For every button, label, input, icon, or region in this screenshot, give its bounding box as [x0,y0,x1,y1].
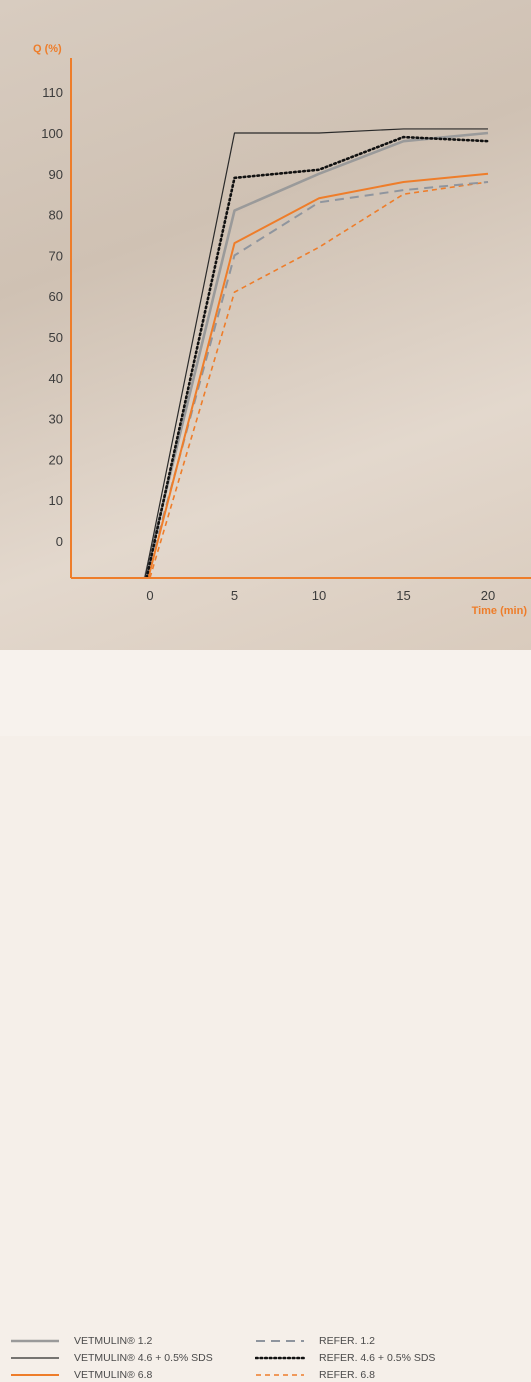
series-line [145,135,490,580]
line-chart: 0 10 20 30 40 50 60 70 80 90 100 110 0 5 10 15 20 Q (%)… [33,43,531,617]
legend-item: REFER. 1.2 [255,1334,375,1348]
legend-swatch-refer-1-2 [256,1340,304,1342]
y-tick-label: 60 [49,289,63,304]
legend-item: VETMULIN® 1.2 [10,1334,152,1348]
y-tick-label: 20 [49,452,63,467]
legend-swatch-vetmulin-6-8 [11,1374,59,1376]
legend-swatch-refer-4-6-sds [255,1356,305,1360]
y-tick-label: 40 [49,371,63,386]
legend-swatch-refer-6-8 [256,1374,304,1376]
y-tick-label: 10 [49,493,63,508]
y-tick-labels: 0 10 20 30 40 50 60 70 80 90 100 110 [41,85,63,549]
x-tick-label: 15 [396,588,410,603]
legend-item: REFER. 6.8 [255,1368,375,1382]
y-tick-label: 90 [49,167,63,182]
x-tick-label: 20 [481,588,495,603]
legend-swatch-vetmulin-4-6-sds [11,1357,59,1359]
series-lines [143,128,490,580]
legend-label: VETMULIN® 6.8 [74,1369,153,1381]
legend-label: VETMULIN® 4.6 + 0.5% SDS [74,1352,213,1364]
legend-label: REFER. 6.8 [319,1369,376,1381]
legend: VETMULIN® 1.2 VETMULIN® 4.6 + 0.5% SDS V… [0,650,531,1381]
x-tick-label: 0 [146,588,153,603]
x-tick-label: 10 [312,588,326,603]
series-line [149,181,489,578]
y-tick-label: 110 [42,85,63,100]
series-line [145,180,489,578]
series-line [144,128,488,578]
x-axis-title: Time (min) [472,605,528,617]
legend-label: REFER. 1.2 [319,1335,376,1347]
chart-panel: 0 10 20 30 40 50 60 70 80 90 100 110 0 5 10 15 20 Q (%)… [0,0,531,650]
legend-label: REFER. 4.6 + 0.5% SDS [319,1352,436,1364]
y-axis-title: Q (%) [33,43,62,55]
legend-item: VETMULIN® 6.8 [10,1368,152,1382]
y-tick-label: 80 [49,208,63,223]
legend-item: REFER. 4.6 + 0.5% SDS [255,1351,435,1365]
x-tick-label: 5 [231,588,238,603]
y-tick-label: 50 [49,330,63,345]
series-line [147,172,489,578]
y-tick-label: 0 [56,534,63,549]
x-tick-labels: 0 5 10 15 20 [146,588,495,603]
y-tick-label: 30 [49,412,63,427]
y-tick-label: 70 [49,248,63,263]
y-tick-label: 100 [41,126,63,141]
legend-label: VETMULIN® 1.2 [74,1335,153,1347]
legend-swatch-vetmulin-1-2 [11,1339,59,1343]
legend-item: VETMULIN® 4.6 + 0.5% SDS [10,1351,213,1365]
